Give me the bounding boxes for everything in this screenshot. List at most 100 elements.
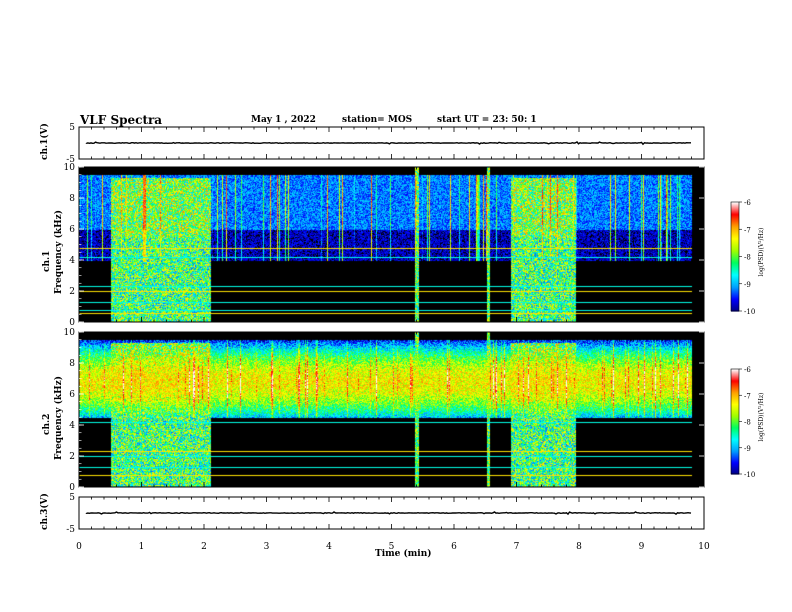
ch2-colorbar-swatch (731, 418, 739, 420)
ch2-colorbar-swatch (731, 436, 739, 438)
ch2-colorbar-swatch (731, 441, 739, 444)
x-tick-label: 3 (264, 542, 270, 552)
ch2-colorbar-swatch (731, 405, 739, 408)
ch1-waveform-trace (85, 140, 691, 146)
ch1-colorbar-swatch (731, 293, 739, 296)
ch1-colorbar-swatch (731, 243, 739, 246)
ch1-colorbar-swatch (731, 245, 739, 248)
ch1-colorbar-swatch (731, 308, 739, 310)
ch2-spectrogram-ytick-label: 2 (69, 452, 75, 462)
ch1-colorbar-swatch (731, 231, 739, 233)
ch1-colorbar-swatch (731, 268, 739, 270)
ch2-colorbar-swatch (731, 392, 739, 395)
ch2-colorbar-swatch (731, 394, 739, 396)
ch2-colorbar-swatch (731, 456, 739, 458)
ch2-colorbar-swatch (731, 393, 739, 395)
ch2-colorbar-swatch (731, 385, 739, 388)
ch2-colorbar-swatch (731, 445, 739, 447)
ch2-colorbar-swatch (731, 467, 739, 469)
ch1-colorbar-swatch (731, 289, 739, 291)
ch1-colorbar-tick-label: -8 (744, 254, 751, 262)
ch1-waveform-ytick-label: -5 (66, 155, 75, 165)
ch2-colorbar-tick-label: -10 (744, 471, 755, 479)
ch1-colorbar: -6 -7 -8 -9 -10 log(PSD)(V²/Hz) (730, 199, 765, 316)
ch1-colorbar-swatch (731, 241, 739, 244)
ch1-colorbar-swatch (731, 239, 739, 241)
ch2-colorbar-swatch (731, 400, 739, 402)
ch2-colorbar-swatch (731, 422, 739, 424)
ch1-colorbar-swatch (731, 290, 739, 292)
ch2-colorbar-swatch (731, 417, 739, 419)
ch2-colorbar-swatch (731, 388, 739, 390)
ch1-colorbar-swatch (731, 259, 739, 261)
ch1-spectrogram-ytick-label: 2 (69, 287, 75, 297)
ch1-colorbar-tick-label: -9 (744, 281, 751, 289)
ch1-colorbar-swatch (731, 235, 739, 238)
ch2-colorbar-swatch (731, 397, 739, 400)
chart-title: VLF Spectra (80, 113, 163, 127)
ch1-colorbar-swatch (731, 248, 739, 250)
ch1-spectrogram-ytick-label: 6 (69, 225, 75, 235)
ch2-colorbar-swatch (731, 380, 739, 382)
x-tick-label: 4 (326, 542, 332, 552)
ch1-colorbar-swatch (731, 263, 739, 266)
ch1-colorbar-swatch (731, 274, 739, 277)
ch1-colorbar-swatch (731, 221, 739, 223)
ch1-colorbar-swatch (731, 253, 739, 256)
ch2-colorbar-swatch (731, 389, 739, 391)
ch2-colorbar-swatch (731, 375, 739, 377)
ch1-colorbar-swatch (731, 277, 739, 279)
ch1-colorbar-swatch (731, 271, 739, 274)
ch2-colorbar-swatch (731, 471, 739, 473)
ch1-colorbar-swatch (731, 215, 739, 218)
ch2-colorbar-swatch (731, 460, 739, 462)
ch1-spectrogram-ytick-label: 0 (69, 318, 75, 328)
ch2-colorbar-swatch (731, 409, 739, 411)
ch2-colorbar-swatch (731, 431, 739, 433)
ch2-colorbar-swatch (731, 446, 739, 448)
ch2-colorbar-swatch (731, 440, 739, 443)
ch2-spectrogram-ytick-label: 0 (69, 483, 75, 493)
ch2-colorbar-swatch (731, 377, 739, 380)
ch3-waveform-ytick-label: 5 (69, 493, 75, 503)
ch2-colorbar-swatch (731, 411, 739, 413)
ch2-colorbar-swatch (731, 370, 739, 373)
ch2-colorbar-swatch (731, 411, 739, 414)
ch1-colorbar-swatch (731, 244, 739, 247)
ch2-colorbar-swatch (731, 433, 739, 436)
x-tick-label: 5 (389, 542, 395, 552)
ch2-colorbar-swatch (731, 438, 739, 440)
ch1-colorbar-swatch (731, 301, 739, 304)
ch2-colorbar-swatch (731, 395, 739, 397)
ch1-colorbar-swatch (731, 252, 739, 255)
ch2-colorbar-swatch (731, 451, 739, 453)
x-tick-label: 8 (576, 542, 582, 552)
ch2-colorbar-swatch (731, 410, 739, 412)
ch2-colorbar-swatch (731, 453, 739, 455)
ch1-colorbar-swatch (731, 294, 739, 297)
ch1-colorbar-swatch (731, 309, 739, 311)
ch1-waveform-ylabel: ch.1(V) (40, 123, 50, 160)
ch2-colorbar-swatch (731, 430, 739, 432)
ch1-colorbar-swatch (731, 296, 739, 298)
ch2-colorbar-swatch (731, 455, 739, 458)
ch1-colorbar-swatch (731, 273, 739, 276)
ch2-colorbar-swatch (731, 463, 739, 465)
ch1-colorbar-swatch (731, 301, 739, 303)
ch1-colorbar-swatch (731, 236, 739, 239)
ch1-colorbar-swatch (731, 262, 739, 265)
ch2-colorbar-swatch (731, 468, 739, 471)
ch2-colorbar-swatch (731, 423, 739, 425)
ch2-colorbar-swatch (731, 469, 739, 472)
ch1-colorbar-swatch (731, 220, 739, 222)
ch1-colorbar-swatch (731, 203, 739, 206)
ch2-colorbar-swatch (731, 450, 739, 452)
ch2-colorbar-swatch (731, 449, 739, 451)
ch1-colorbar-swatch (731, 270, 739, 272)
ch1-colorbar-swatch (731, 241, 739, 243)
ch1-waveform-ytick-label: 5 (69, 123, 75, 133)
ch1-colorbar-swatch (731, 226, 739, 229)
ch1-colorbar-swatch (731, 223, 739, 226)
ch2-colorbar-swatch (731, 425, 739, 427)
ch2-colorbar-swatch (731, 407, 739, 409)
